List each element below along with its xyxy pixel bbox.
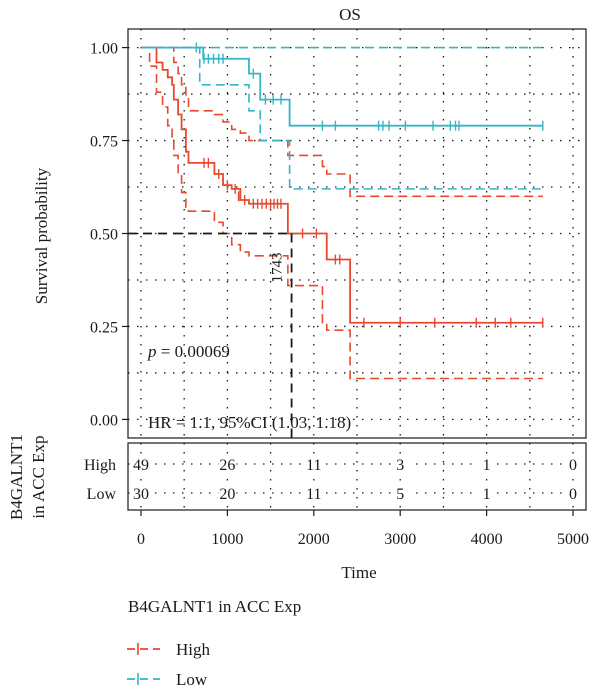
x-tick-label: 3000 (384, 531, 416, 548)
risk-count-bg (304, 455, 323, 473)
y-tick-label: 0.00 (90, 412, 118, 429)
risk-count-bg (391, 484, 410, 502)
x-tick-label: 1000 (211, 531, 243, 548)
y-axis-label: Survival probability (32, 167, 51, 304)
risk-count: 0 (569, 486, 577, 503)
risk-count: 11 (306, 457, 321, 474)
hazard-ratio-annotation: HR = 1.1, 95%CI (1.03, 1.18) (148, 413, 351, 432)
risk-count: 26 (219, 457, 235, 474)
y-tick-label: 0.25 (90, 319, 118, 336)
risk-count: 49 (133, 457, 149, 474)
median-survival-guide: 1743 (128, 232, 293, 438)
legend-title: B4GALNT1 in ACC Exp (128, 597, 301, 616)
risk-count: 5 (396, 486, 404, 503)
risk-count-bg (218, 484, 237, 502)
risk-count: 20 (219, 486, 235, 503)
risk-table-rows: High 49 26 11 3 1 0 Low 30 20 11 5 1 0 (84, 455, 583, 503)
median-survival-label: 1743 (270, 253, 286, 283)
risk-table-ylabel-line2: in ACC Exp (29, 435, 48, 518)
risk-count-bg (304, 484, 323, 502)
ci-upper-high (140, 46, 543, 198)
censor-marks (195, 42, 544, 328)
risk-count-bg (477, 484, 496, 502)
x-axis-label: Time (341, 563, 376, 582)
x-tick-label: 4000 (471, 531, 503, 548)
chart-title: OS (339, 5, 361, 24)
p-value: = 0.00069 (157, 342, 230, 361)
x-tick-label: 2000 (298, 531, 330, 548)
risk-count-bg (564, 455, 583, 473)
p-symbol: p (147, 342, 157, 361)
ci-lower-high (140, 46, 543, 380)
risk-count-bg (564, 484, 583, 502)
risk-count-bg (131, 484, 150, 502)
risk-count: 3 (396, 457, 404, 474)
risk-count: 0 (569, 457, 577, 474)
risk-row-label: Low (87, 486, 117, 503)
legend-label-high: High (176, 640, 211, 659)
y-tick-label: 1.00 (90, 41, 118, 58)
risk-count: 30 (133, 486, 149, 503)
y-axis-ticks: 0.00 0.25 0.50 0.75 1.00 (90, 41, 128, 429)
risk-count: 1 (483, 457, 491, 474)
x-tick-label: 0 (137, 531, 145, 548)
risk-count-bg (391, 455, 410, 473)
risk-row-label: High (84, 457, 116, 474)
legend-label-low: Low (176, 670, 208, 689)
risk-count-bg (477, 455, 496, 473)
risk-count: 11 (306, 486, 321, 503)
risk-count-bg (131, 455, 150, 473)
y-tick-label: 0.50 (90, 227, 118, 244)
risk-count: 1 (483, 486, 491, 503)
ci-lower-low (140, 46, 543, 190)
risk-count-bg (218, 455, 237, 473)
x-axis-ticks: 0 1000 2000 3000 4000 5000 (137, 510, 589, 548)
p-value-annotation: p = 0.00069 (147, 342, 230, 361)
y-tick-label: 0.75 (90, 134, 118, 151)
survival-curve-high (140, 46, 543, 324)
legend: High Low (127, 640, 211, 689)
x-tick-label: 5000 (557, 531, 589, 548)
risk-table-ylabel-line1: B4GALNT1 (7, 434, 26, 520)
